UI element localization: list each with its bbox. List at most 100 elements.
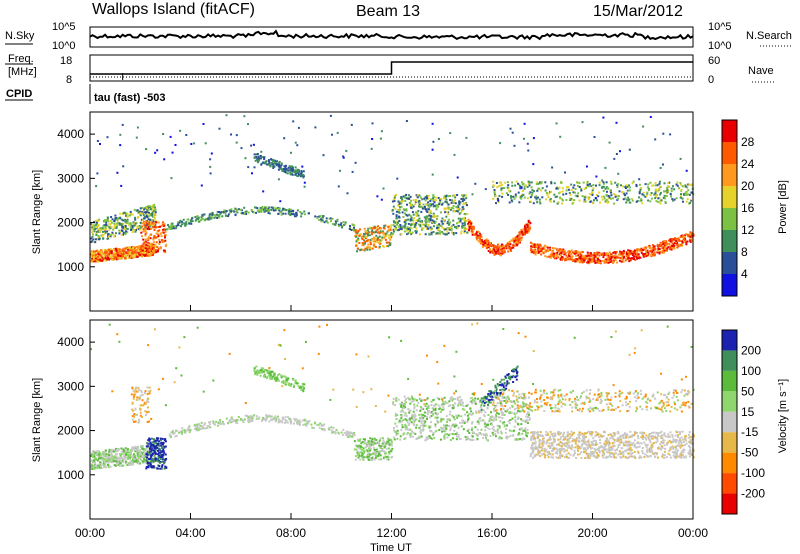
data-point bbox=[452, 205, 455, 207]
data-point bbox=[373, 236, 375, 239]
data-point bbox=[110, 234, 113, 237]
data-point bbox=[157, 226, 160, 228]
data-point bbox=[284, 416, 287, 419]
data-point bbox=[581, 195, 584, 198]
data-point bbox=[463, 194, 466, 197]
data-point bbox=[529, 200, 532, 203]
data-point bbox=[148, 452, 151, 455]
data-point bbox=[510, 239, 513, 242]
data-point bbox=[346, 433, 349, 435]
data-point bbox=[107, 461, 110, 464]
data-point bbox=[430, 198, 433, 201]
data-point bbox=[654, 184, 657, 187]
data-point bbox=[104, 225, 107, 228]
data-point bbox=[641, 193, 644, 196]
data-point bbox=[644, 195, 647, 198]
data-point bbox=[412, 213, 415, 216]
data-point bbox=[599, 201, 601, 204]
data-point bbox=[438, 233, 441, 236]
data-point bbox=[136, 209, 139, 212]
data-point bbox=[654, 192, 657, 195]
data-point bbox=[267, 160, 270, 163]
data-point bbox=[597, 251, 600, 254]
data-point bbox=[147, 218, 150, 221]
data-point bbox=[146, 207, 149, 209]
data-point bbox=[531, 189, 534, 192]
data-point bbox=[597, 258, 599, 261]
data-point bbox=[150, 465, 153, 468]
data-point bbox=[245, 210, 248, 213]
data-point bbox=[290, 168, 293, 171]
data-point bbox=[225, 114, 228, 117]
data-point bbox=[148, 442, 151, 445]
data-point bbox=[380, 230, 383, 233]
data-point bbox=[576, 252, 579, 255]
data-point bbox=[518, 233, 521, 236]
data-point bbox=[139, 228, 142, 231]
data-point bbox=[594, 197, 597, 200]
data-point bbox=[149, 237, 152, 240]
data-point bbox=[391, 209, 394, 212]
data-point bbox=[282, 207, 285, 210]
data-point bbox=[259, 369, 262, 372]
data-point bbox=[383, 224, 386, 227]
data-point bbox=[147, 251, 150, 253]
data-point bbox=[590, 254, 593, 257]
data-point bbox=[529, 241, 532, 244]
data-point bbox=[541, 247, 544, 250]
data-point bbox=[454, 202, 457, 205]
data-point bbox=[455, 206, 458, 208]
data-point bbox=[530, 181, 533, 184]
data-point bbox=[419, 225, 422, 228]
data-point bbox=[349, 225, 351, 227]
data-point bbox=[434, 215, 437, 218]
data-point bbox=[544, 255, 547, 258]
data-point bbox=[421, 206, 424, 209]
data-point bbox=[282, 212, 284, 215]
data-point bbox=[300, 215, 303, 218]
data-point bbox=[505, 247, 508, 250]
data-point bbox=[558, 251, 561, 253]
data-point bbox=[136, 449, 139, 451]
data-point bbox=[531, 242, 534, 245]
data-point bbox=[379, 242, 382, 245]
data-point bbox=[689, 240, 692, 243]
data-point bbox=[414, 230, 417, 232]
data-point bbox=[144, 456, 147, 458]
data-point bbox=[353, 226, 355, 229]
data-point bbox=[428, 217, 431, 220]
data-point bbox=[431, 148, 434, 151]
data-point bbox=[164, 236, 166, 239]
data-point bbox=[187, 426, 190, 429]
data-point bbox=[581, 121, 584, 124]
data-point bbox=[320, 218, 322, 221]
data-point bbox=[129, 222, 132, 225]
power-ylabel: Slant Range [km] bbox=[31, 170, 43, 254]
data-point bbox=[690, 184, 693, 187]
data-point bbox=[120, 255, 123, 258]
data-point bbox=[269, 377, 272, 380]
data-point bbox=[292, 168, 295, 171]
data-point bbox=[127, 463, 130, 466]
data-point bbox=[605, 258, 608, 261]
data-point bbox=[271, 370, 273, 373]
data-point bbox=[155, 459, 158, 462]
data-point bbox=[196, 423, 198, 426]
nsearch-tick-high: 10^5 bbox=[708, 21, 732, 33]
data-point bbox=[334, 432, 337, 435]
data-point bbox=[273, 372, 276, 375]
data-point bbox=[414, 203, 417, 206]
data-point bbox=[587, 254, 590, 257]
data-point bbox=[291, 173, 294, 176]
data-point bbox=[272, 418, 275, 420]
data-point bbox=[135, 386, 138, 389]
data-point bbox=[139, 454, 142, 457]
data-point bbox=[142, 230, 145, 233]
data-point bbox=[491, 245, 493, 248]
data-point bbox=[274, 415, 277, 418]
data-point bbox=[537, 243, 540, 246]
data-point bbox=[410, 219, 413, 222]
data-point bbox=[480, 234, 483, 236]
data-point bbox=[658, 182, 661, 185]
data-point bbox=[617, 183, 619, 186]
